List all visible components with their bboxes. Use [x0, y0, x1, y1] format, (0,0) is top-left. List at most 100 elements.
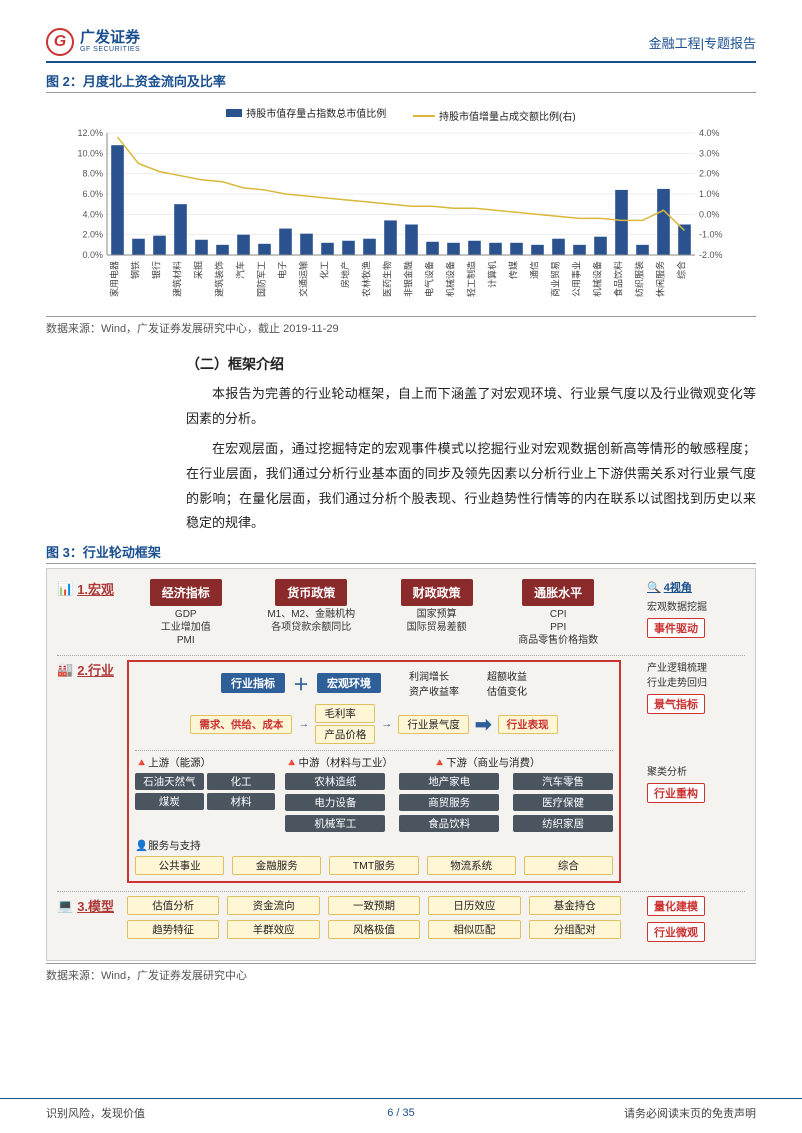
- sector-box: 电力设备: [285, 794, 385, 811]
- upstream-label: 🔺上游（能源）: [135, 755, 275, 770]
- svg-text:2.0%: 2.0%: [82, 230, 103, 240]
- industry-performance: 行业表现: [498, 715, 558, 734]
- downstream-label: 🔺下游（商业与消费）: [433, 755, 541, 770]
- service-support-label: 👤服务与支持: [135, 838, 613, 853]
- svg-text:0.0%: 0.0%: [82, 250, 103, 260]
- svg-text:机械设备: 机械设备: [445, 261, 456, 297]
- tag-industry-micro: 行业微观: [647, 922, 705, 942]
- macro-right-sub: 宏观数据挖掘: [647, 601, 745, 614]
- svg-text:-2.0%: -2.0%: [699, 250, 723, 260]
- model-label: 💻3.模型: [57, 896, 119, 915]
- svg-text:医药生物: 医药生物: [382, 261, 393, 297]
- service-box: 物流系统: [427, 856, 516, 875]
- footer-right: 请务必阅读末页的免责声明: [624, 1105, 756, 1121]
- svg-text:12.0%: 12.0%: [77, 128, 103, 138]
- svg-text:机械设备: 机械设备: [592, 261, 603, 297]
- midstream-label: 🔺中游（材料与工业）: [285, 755, 393, 770]
- svg-text:商业贸易: 商业贸易: [550, 261, 561, 297]
- svg-text:公用事业: 公用事业: [571, 261, 582, 297]
- svg-text:8.0%: 8.0%: [82, 169, 103, 179]
- figure3-diagram: 📊1.宏观 经济指标GDP 工业增加值 PMI货币政策M1、M2、金融机构 各项…: [46, 568, 756, 961]
- tag-quant-modeling: 量化建模: [647, 896, 705, 916]
- page-header: G 广发证券 GF SECURITIES 金融工程|专题报告: [46, 28, 756, 63]
- svg-text:采掘: 采掘: [193, 261, 204, 279]
- svg-text:房地产: 房地产: [340, 261, 351, 288]
- model-box: 资金流向: [227, 896, 319, 915]
- perspective-label: 🔍4视角: [647, 579, 692, 595]
- sector-box: 食品饮料: [399, 815, 499, 832]
- industry-label: 🏭2.行业: [57, 660, 119, 679]
- sector-box: 材料: [207, 793, 276, 810]
- svg-text:电气设备: 电气设备: [424, 261, 435, 297]
- paragraph-2: 在宏观层面，通过挖掘特定的宏观事件模式以挖掘行业对宏观数据创新高等情形的敏感程度…: [186, 437, 756, 536]
- figure2-source: 数据来源：Wind，广发证券发展研究中心，截止 2019-11-29: [46, 316, 756, 336]
- logo-en-text: GF SECURITIES: [80, 46, 140, 54]
- demand-supply-cost: 需求、供给、成本: [190, 715, 292, 734]
- figure3-source: 数据来源：Wind，广发证券发展研究中心: [46, 963, 756, 983]
- svg-text:纺织服装: 纺织服装: [634, 261, 645, 297]
- service-box: TMT服务: [329, 856, 418, 875]
- svg-text:10.0%: 10.0%: [77, 148, 103, 158]
- macro-label: 📊1.宏观: [57, 579, 119, 598]
- macro-pillar: 通胀水平: [522, 579, 594, 606]
- model-box: 羊群效应: [227, 920, 319, 939]
- service-box: 公共事业: [135, 856, 224, 875]
- svg-text:1.0%: 1.0%: [699, 189, 720, 199]
- sector-box: 医疗保健: [513, 794, 613, 811]
- model-box: 基金持仓: [529, 896, 621, 915]
- svg-text:汽车: 汽车: [235, 261, 246, 279]
- svg-text:建筑装饰: 建筑装饰: [214, 261, 225, 297]
- svg-text:交通运输: 交通运输: [298, 261, 309, 297]
- svg-text:国防军工: 国防军工: [256, 261, 267, 297]
- model-box: 日历效应: [428, 896, 520, 915]
- svg-text:综合: 综合: [676, 261, 687, 279]
- legend-bar: 持股市值存量占指数总市值比例: [226, 105, 386, 120]
- model-box: 估值分析: [127, 896, 219, 915]
- svg-text:传媒: 传媒: [508, 261, 519, 279]
- sector-box: 汽车零售: [513, 773, 613, 790]
- svg-text:6.0%: 6.0%: [82, 189, 103, 199]
- figure2-title: 图 2：月度北上资金流向及比率: [46, 71, 756, 93]
- plus-icon: ＋: [293, 671, 309, 695]
- service-box: 金融服务: [232, 856, 321, 875]
- figure3-title: 图 3：行业轮动框架: [46, 542, 756, 564]
- macro-pillar: 经济指标: [150, 579, 222, 606]
- svg-text:食品饮料: 食品饮料: [613, 261, 624, 297]
- section-title: （二）框架介绍: [186, 354, 756, 374]
- service-box: 综合: [524, 856, 613, 875]
- svg-text:4.0%: 4.0%: [699, 128, 720, 138]
- paragraph-1: 本报告为完善的行业轮动框架，自上而下涵盖了对宏观环境、行业景气度以及行业微观变化…: [186, 382, 756, 431]
- svg-text:化工: 化工: [319, 261, 330, 279]
- svg-text:4.0%: 4.0%: [82, 209, 103, 219]
- figure2-chart: 持股市值存量占指数总市值比例 持股市值增量占成交额比例(右) 0.0%2.0%4…: [46, 97, 756, 314]
- model-box: 风格极值: [328, 920, 420, 939]
- profit-text: 利润增长 资产收益率: [409, 668, 459, 698]
- model-box: 分组配对: [529, 920, 621, 939]
- model-box: 趋势特征: [127, 920, 219, 939]
- excess-return-text: 超额收益 估值变化: [487, 668, 527, 698]
- box-macro-env: 宏观环境: [317, 673, 381, 693]
- tag-prosperity-indicator: 景气指标: [647, 694, 705, 714]
- product-price: 产品价格: [315, 725, 375, 744]
- sector-box: 化工: [207, 773, 276, 790]
- tag-industry-restructure: 行业重构: [647, 783, 705, 803]
- cluster-text: 聚类分析: [647, 766, 745, 779]
- sector-box: 煤炭: [135, 793, 204, 810]
- svg-text:3.0%: 3.0%: [699, 148, 720, 158]
- gross-margin: 毛利率: [315, 704, 375, 723]
- logic-text-2: 行业走势回归: [647, 677, 745, 690]
- svg-text:0.0%: 0.0%: [699, 209, 720, 219]
- macro-pillar: 货币政策: [275, 579, 347, 606]
- svg-text:休闲服务: 休闲服务: [655, 261, 666, 297]
- svg-text:通信: 通信: [529, 261, 540, 279]
- bar-line-chart: 0.0%2.0%4.0%6.0%8.0%10.0%12.0%-2.0%-1.0%…: [56, 127, 746, 307]
- macro-pillar: 财政政策: [401, 579, 473, 606]
- logo: G 广发证券 GF SECURITIES: [46, 28, 140, 56]
- industry-prosperity: 行业景气度: [398, 715, 469, 734]
- page-number: 6 / 35: [387, 1107, 415, 1119]
- logic-text-1: 产业逻辑梳理: [647, 662, 745, 675]
- sector-box: 石油天然气: [135, 773, 204, 790]
- big-arrow-icon: ➡: [475, 712, 492, 737]
- svg-text:家用电器: 家用电器: [109, 261, 120, 297]
- svg-text:钢铁: 钢铁: [130, 261, 141, 279]
